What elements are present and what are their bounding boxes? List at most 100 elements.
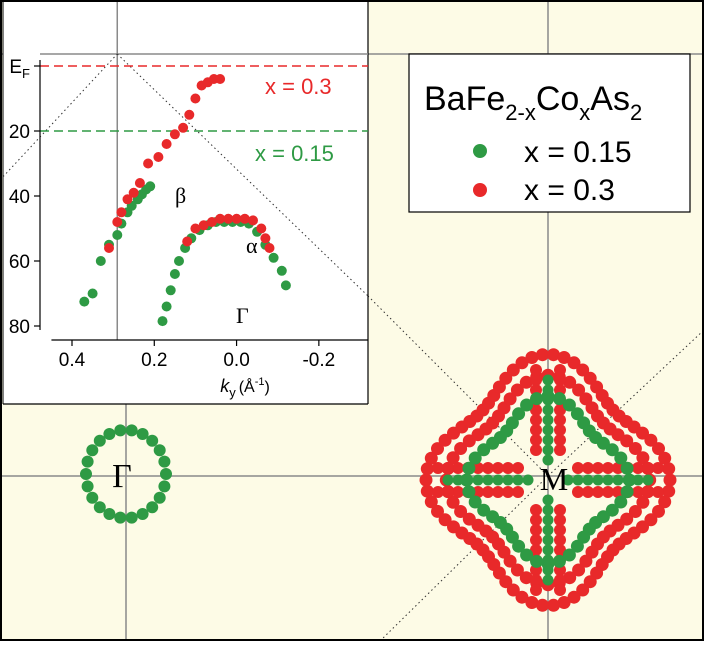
fermi-point-m-red xyxy=(452,462,464,474)
data-point xyxy=(161,301,172,312)
fermi-point-m-red xyxy=(592,486,604,498)
fermi-point-m-red xyxy=(636,451,650,465)
fermi-point-m-red xyxy=(554,424,566,436)
fermi-point-m-red xyxy=(554,504,566,516)
fermi-point-m-green xyxy=(562,398,576,412)
fermi-point-m-red xyxy=(530,504,542,516)
fermi-point-m-red xyxy=(662,462,676,476)
fermi-point-m-red xyxy=(530,434,542,446)
fermi-point-m-green xyxy=(492,474,504,486)
fermi-point-m-green xyxy=(468,495,482,509)
fermi-point-m-red xyxy=(612,462,624,474)
data-point xyxy=(190,93,201,104)
fermi-point-m-green xyxy=(512,474,524,486)
fermi-point-m-red xyxy=(567,356,581,370)
fermi-point-m-green xyxy=(542,384,554,396)
x-tick-label: 0.2 xyxy=(141,350,167,371)
data-point xyxy=(153,152,164,162)
fermi-point-m-green xyxy=(572,474,584,486)
fermi-point-m-red xyxy=(530,584,542,596)
data-point xyxy=(198,220,209,231)
fermi-point-m-red xyxy=(525,351,539,364)
fermi-point-m-red xyxy=(482,486,494,498)
inset-background xyxy=(3,0,368,404)
fermi-point-m-red xyxy=(554,434,566,446)
fermi-point-m-green xyxy=(542,504,554,516)
fermi-point-gamma xyxy=(153,444,166,457)
inset-dotted-line xyxy=(0,53,118,181)
fermi-point-gamma xyxy=(125,511,138,524)
fermi-point-m-red xyxy=(510,563,524,577)
fermi-point-m-red xyxy=(530,534,542,546)
fermi-point-m-green xyxy=(505,416,519,430)
fermi-point-m-red xyxy=(492,462,504,474)
fermi-point-m-red xyxy=(636,495,650,509)
data-point xyxy=(116,207,127,218)
fermi-point-m-red xyxy=(658,495,672,509)
fermi-point-m-green xyxy=(530,554,544,568)
fermi-point-m-green xyxy=(542,524,554,536)
legend-box xyxy=(408,53,691,213)
inset-x-axis-label: ky (Å-1) xyxy=(220,376,270,400)
data-point xyxy=(128,187,139,198)
fermi-point-m-green xyxy=(477,503,491,517)
fermi-point-m-red xyxy=(519,571,533,585)
fermi-point-m-green xyxy=(596,436,610,450)
fermi-point-m-red xyxy=(446,451,460,465)
fermi-point-gamma xyxy=(153,491,166,504)
fermi-point-m-green xyxy=(552,554,566,568)
fermi-point-m-green xyxy=(605,443,619,457)
fermi-point-m-green xyxy=(462,474,474,486)
data-point xyxy=(145,181,156,192)
fermi-point-gamma xyxy=(158,480,171,493)
fermi-point-m-red xyxy=(506,363,520,377)
fermi-point-m-red xyxy=(525,596,539,609)
fermi-point-gamma xyxy=(146,501,159,514)
fermi-point-gamma xyxy=(93,434,106,447)
fermi-point-m-green xyxy=(582,474,594,486)
data-point xyxy=(280,280,291,291)
fermi-point-m-green xyxy=(577,530,591,544)
gamma-inset-label: Γ xyxy=(236,303,249,328)
fermi-point-m-green xyxy=(570,407,584,421)
fermi-point-m-red xyxy=(442,462,454,474)
fermi-point-m-green xyxy=(542,374,554,386)
zone-boundary-line xyxy=(379,475,549,642)
fermi-point-gamma xyxy=(158,455,171,468)
fermi-point-m-red xyxy=(530,364,542,376)
fermi-point-m-red xyxy=(576,363,590,377)
fermi-point-m-green xyxy=(605,503,619,517)
fermi-point-m-green xyxy=(502,474,514,486)
fermi-point-m-red xyxy=(554,584,566,596)
fermi-point-gamma xyxy=(86,444,99,457)
fermi-point-m-red xyxy=(554,534,566,546)
fermi-point-m-red xyxy=(620,434,634,448)
fermi-point-m-red xyxy=(612,486,624,498)
fermi-point-m-green xyxy=(512,407,526,421)
fermi-point-gamma xyxy=(136,428,149,440)
fermi-point-m-red xyxy=(628,505,642,518)
fermi-point-m-green xyxy=(542,534,554,546)
data-point xyxy=(206,217,217,227)
fermi-point-m-red xyxy=(554,574,566,586)
fermi-point-gamma xyxy=(80,468,92,480)
fermi-point-m-green xyxy=(552,392,566,406)
data-point xyxy=(95,256,106,266)
data-point xyxy=(157,316,168,327)
fermi-point-m-red xyxy=(642,462,654,474)
fermi-point-m-red xyxy=(536,348,549,362)
data-point xyxy=(161,139,172,149)
fermi-point-m-green xyxy=(592,474,604,486)
data-point xyxy=(190,223,201,234)
fermi-point-m-red xyxy=(452,486,464,498)
fermi-point-m-green xyxy=(542,424,554,436)
fermi-point-m-red xyxy=(662,484,676,498)
fermi-surface-m-red xyxy=(419,348,677,612)
fermi-point-m-red xyxy=(652,442,665,456)
fermi-point-m-red xyxy=(547,598,560,612)
fermi-point-m-red xyxy=(530,574,542,586)
fermi-point-m-green xyxy=(542,454,554,466)
fermi-point-m-green xyxy=(612,474,624,486)
fermi-point-m-red xyxy=(572,383,586,397)
